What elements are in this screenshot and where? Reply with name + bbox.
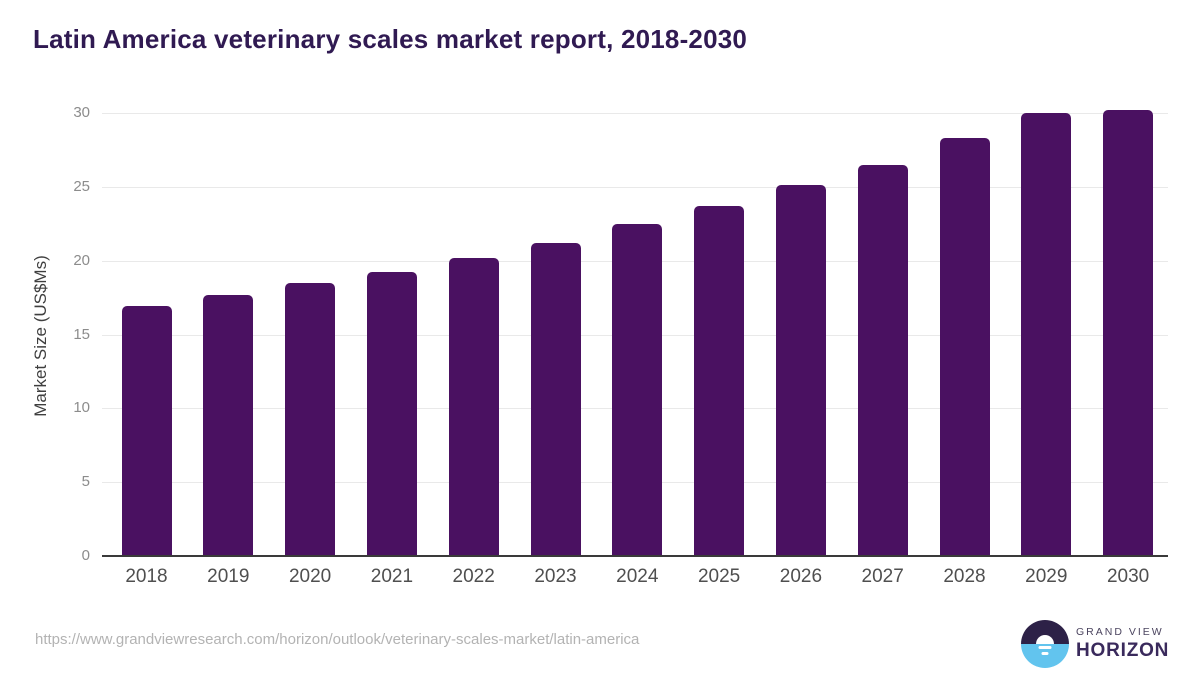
x-axis-line — [102, 555, 1168, 557]
bar-2024 — [612, 223, 663, 556]
x-tick-label-2023: 2023 — [534, 566, 577, 587]
horizon-sun-over-water-icon — [1021, 620, 1069, 668]
y-tick-label-5: 5 — [81, 473, 90, 491]
x-tick-label-2028: 2028 — [943, 566, 986, 587]
bar-2019 — [203, 294, 254, 556]
bar-2020 — [285, 282, 336, 556]
bar-2028 — [939, 138, 990, 556]
x-tick-label-2030: 2030 — [1106, 566, 1150, 587]
bar-2022 — [448, 257, 499, 556]
y-tick-label-25: 25 — [73, 177, 90, 195]
bar-2030 — [1103, 110, 1154, 556]
y-tick-label-10: 10 — [73, 399, 90, 417]
y-tick-label-30: 30 — [73, 104, 90, 121]
bar-2021 — [366, 272, 417, 556]
logo-brand-top: GRAND VIEW — [1076, 626, 1164, 638]
x-tick-label-2021: 2021 — [370, 566, 414, 587]
x-tick-label-2029: 2029 — [1025, 566, 1068, 587]
gridline-30 — [102, 113, 1168, 114]
x-tick-label-2024: 2024 — [616, 566, 659, 587]
x-tick-label-2026: 2026 — [779, 566, 823, 587]
source-url-text: https://www.grandviewresearch.com/horizo… — [35, 631, 640, 648]
x-tick-label-2025: 2025 — [697, 566, 741, 587]
logo-sun-arch-shape — [1036, 635, 1054, 644]
logo-water-line-shape — [1038, 646, 1052, 649]
x-tick-label-2027: 2027 — [861, 566, 904, 587]
chart-title: Latin America veterinary scales market r… — [33, 24, 748, 54]
bar-2027 — [857, 164, 908, 556]
bar-2029 — [1021, 113, 1072, 556]
x-tick-label-2019: 2019 — [207, 566, 250, 587]
bar-2026 — [775, 185, 826, 556]
gridline-25 — [102, 186, 1168, 188]
logo-brand-bottom: HORIZON — [1076, 640, 1170, 661]
bar-2023 — [530, 242, 581, 556]
x-tick-label-2020: 2020 — [288, 566, 332, 587]
x-tick-label-2022: 2022 — [452, 566, 495, 587]
x-tick-label-2018: 2018 — [125, 566, 168, 587]
logo-water-line-shape — [1041, 652, 1049, 655]
bar-2025 — [694, 206, 745, 556]
bar-2018 — [121, 306, 172, 556]
y-tick-label-15: 15 — [73, 325, 90, 343]
y-tick-label-20: 20 — [73, 251, 90, 269]
grand-view-horizon-logo: GRAND VIEW HORIZON — [1021, 620, 1169, 668]
y-tick-label-0: 0 — [81, 547, 90, 564]
logo-wordmark: GRAND VIEW HORIZON — [1076, 626, 1169, 662]
